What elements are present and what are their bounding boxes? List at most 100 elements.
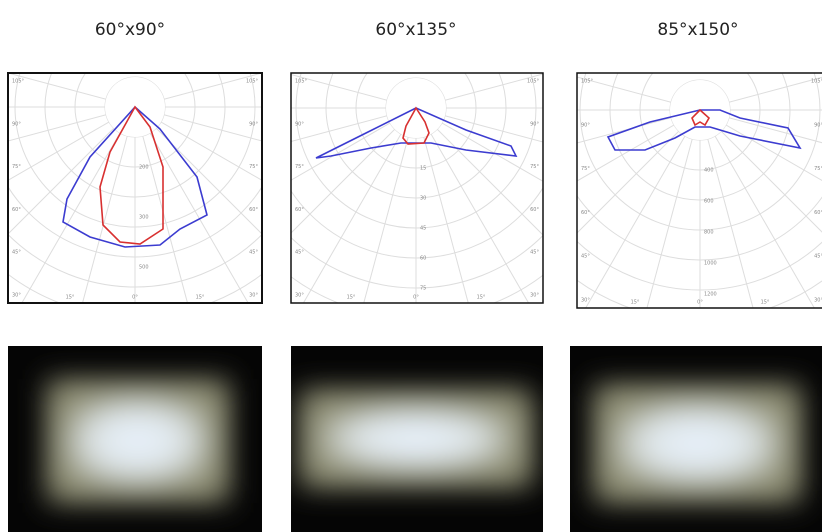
angle-label: 75°: [814, 166, 822, 172]
diagram-border: [7, 72, 263, 304]
radial-label: 1200: [704, 292, 717, 298]
grid-ray: [8, 106, 136, 181]
beam-spot: [605, 396, 790, 491]
beam-spot: [58, 391, 218, 491]
beam-photo: [291, 346, 543, 532]
angle-label: 75°: [295, 164, 304, 170]
grid-ray: [302, 107, 417, 303]
grid-ray: [699, 109, 754, 308]
angle-label: 90°: [814, 122, 822, 128]
radial-label: 300: [139, 215, 149, 221]
curve-red: [691, 108, 711, 127]
grid-ray: [415, 107, 469, 303]
angle-label: 90°: [581, 122, 590, 128]
beam-photo: [8, 346, 262, 532]
grid-ray: [415, 107, 543, 182]
grid-ray: [699, 76, 822, 111]
angle-label: 60°: [295, 207, 304, 213]
angle-label: 60°: [814, 210, 822, 216]
grid-ray: [699, 109, 822, 182]
angle-label: 15°: [477, 295, 486, 301]
angle-label: 30°: [12, 293, 21, 299]
radial-label: 60: [420, 256, 426, 262]
grid-ray: [8, 106, 136, 235]
grid-ray: [21, 106, 136, 303]
angle-label: 90°: [249, 121, 258, 127]
grid-ray: [585, 109, 701, 308]
angle-label: 30°: [581, 298, 590, 304]
radial-label: 500: [139, 265, 149, 271]
grid-ray: [699, 109, 815, 308]
diagram-border: [576, 72, 822, 309]
grid-ray: [363, 107, 417, 303]
angle-label: 0°: [132, 295, 138, 301]
angle-label: 90°: [530, 121, 539, 127]
angle-label: 45°: [295, 250, 304, 256]
grid-ray: [134, 106, 189, 303]
beam-spot: [311, 401, 521, 476]
angle-label: 15°: [66, 295, 75, 301]
angle-label: 0°: [413, 295, 419, 301]
grid-ray: [8, 106, 136, 142]
angle-label: 45°: [581, 254, 590, 260]
panel-title: 60°x90°: [94, 20, 166, 40]
angle-label: 105°: [295, 79, 308, 85]
radial-label: 800: [704, 230, 714, 236]
beam-photo: [570, 346, 822, 532]
radial-label: 75: [420, 286, 426, 292]
angle-label: 75°: [12, 164, 21, 170]
diagram-border: [290, 72, 544, 304]
radial-label: 45: [420, 226, 426, 232]
angle-label: 45°: [814, 254, 822, 260]
angle-label: 60°: [581, 210, 590, 216]
angle-label: 30°: [295, 293, 304, 299]
angle-label: 75°: [581, 166, 590, 172]
angle-label: 15°: [761, 300, 770, 306]
angle-label: 45°: [12, 250, 21, 256]
polar-diagram: 105° 105° 90° 90° 75° 75° 60° 60° 45° 45° 30° 30° 15…: [8, 73, 262, 303]
radial-label: 400: [704, 168, 714, 174]
radial-label: 1000: [704, 261, 717, 267]
angle-label: 105°: [527, 79, 540, 85]
angle-label: 90°: [295, 121, 304, 127]
angle-label: 105°: [12, 79, 25, 85]
panel-title: 60°x135°: [375, 20, 457, 40]
angle-label: 60°: [12, 207, 21, 213]
angle-label: 105°: [811, 79, 822, 85]
angle-label: 75°: [530, 164, 539, 170]
curve-red: [402, 106, 430, 145]
grid-ray: [646, 109, 701, 308]
grid-ray: [81, 106, 136, 303]
angle-label: 60°: [530, 207, 539, 213]
grid-ray: [415, 107, 530, 303]
angle-label: 45°: [530, 250, 539, 256]
grid-ray: [134, 106, 249, 303]
curve-red: [99, 105, 164, 245]
grid-ray: [134, 106, 262, 235]
angle-label: 90°: [12, 121, 21, 127]
grid-ray: [291, 107, 417, 234]
grid-ray: [8, 73, 136, 108]
angle-label: 15°: [347, 295, 356, 301]
angle-label: 0°: [697, 300, 703, 306]
angle-label: 15°: [196, 295, 205, 301]
grid-ray: [577, 109, 701, 182]
curve-blue: [606, 109, 802, 151]
grid-ray: [291, 107, 417, 181]
grid-ray: [577, 76, 701, 111]
grid-ray: [291, 107, 417, 143]
angle-label: 105°: [581, 79, 594, 85]
grid-ray: [415, 107, 543, 236]
radial-label: 200: [139, 165, 149, 171]
polar-diagram: 105° 105° 90° 90° 75° 75° 60° 60° 45° 45° 30° 30° 15…: [291, 73, 543, 303]
grid-ray: [415, 73, 543, 109]
panel-title: 85°x150°: [657, 20, 739, 40]
radial-label: 600: [704, 199, 714, 205]
angle-label: 30°: [249, 293, 258, 299]
grid-ray: [415, 107, 543, 143]
angle-label: 30°: [814, 298, 822, 304]
grid-ray: [577, 109, 701, 234]
angle-label: 105°: [246, 79, 259, 85]
